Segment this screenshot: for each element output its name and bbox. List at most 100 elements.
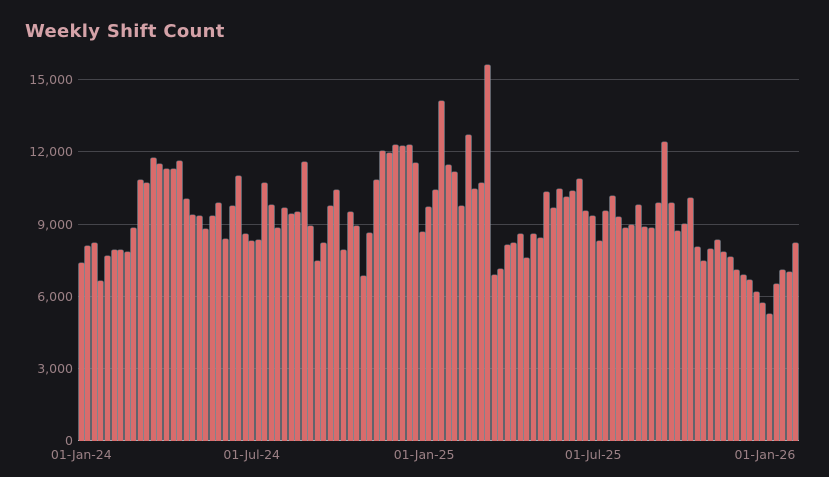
bar-week-103[interactable]	[753, 292, 759, 441]
bar-week-42[interactable]	[354, 225, 360, 441]
bar-week-97[interactable]	[714, 239, 720, 441]
bar-week-19[interactable]	[203, 228, 209, 441]
bar-week-39[interactable]	[334, 190, 340, 441]
bar-week-41[interactable]	[347, 212, 353, 441]
bar-week-26[interactable]	[249, 240, 255, 441]
bar-week-72[interactable]	[550, 207, 556, 441]
bar-week-5[interactable]	[111, 250, 117, 441]
bar-week-78[interactable]	[590, 216, 596, 441]
bar-week-46[interactable]	[380, 150, 386, 441]
bar-week-66[interactable]	[511, 242, 517, 441]
bar-week-24[interactable]	[236, 175, 242, 441]
bar-week-108[interactable]	[786, 272, 792, 441]
bar-week-13[interactable]	[163, 169, 169, 441]
bar-week-67[interactable]	[517, 233, 523, 441]
bar-week-33[interactable]	[295, 212, 301, 441]
bar-week-107[interactable]	[780, 269, 786, 441]
bar-week-52[interactable]	[419, 232, 425, 441]
bar-week-31[interactable]	[281, 207, 287, 441]
bar-week-56[interactable]	[445, 164, 451, 441]
bar-week-3[interactable]	[98, 281, 104, 441]
bar-week-32[interactable]	[288, 213, 294, 441]
bar-week-75[interactable]	[570, 191, 576, 441]
bar-week-28[interactable]	[262, 182, 268, 441]
bar-week-77[interactable]	[583, 211, 589, 441]
bar-week-23[interactable]	[229, 205, 235, 441]
bar-week-70[interactable]	[537, 238, 543, 441]
bar-week-86[interactable]	[642, 227, 648, 441]
bar-week-61[interactable]	[478, 182, 484, 441]
bar-week-1[interactable]	[85, 246, 91, 441]
bar-week-14[interactable]	[170, 168, 176, 441]
bar-week-54[interactable]	[432, 190, 438, 441]
bar-week-58[interactable]	[458, 206, 464, 441]
bar-week-34[interactable]	[301, 162, 307, 441]
bar-week-100[interactable]	[734, 269, 740, 441]
bar-week-12[interactable]	[157, 164, 163, 441]
bar-week-98[interactable]	[721, 252, 727, 441]
bar-week-48[interactable]	[393, 144, 399, 441]
bar-week-55[interactable]	[439, 101, 445, 441]
bar-week-69[interactable]	[531, 233, 537, 441]
bar-week-60[interactable]	[472, 188, 478, 441]
bar-week-90[interactable]	[668, 202, 674, 441]
bar-week-106[interactable]	[773, 283, 779, 441]
bar-week-15[interactable]	[177, 160, 183, 441]
bar-week-35[interactable]	[308, 225, 314, 441]
bar-week-76[interactable]	[576, 179, 582, 441]
bar-week-11[interactable]	[150, 157, 156, 441]
bar-week-74[interactable]	[563, 197, 569, 441]
bar-week-22[interactable]	[222, 239, 228, 441]
bar-week-95[interactable]	[701, 260, 707, 441]
bar-week-10[interactable]	[144, 183, 150, 441]
bar-week-87[interactable]	[649, 227, 655, 441]
bar-week-53[interactable]	[426, 207, 432, 441]
bar-week-20[interactable]	[209, 216, 215, 441]
bar-week-105[interactable]	[767, 314, 772, 441]
bar-week-30[interactable]	[275, 227, 281, 441]
bar-week-91[interactable]	[675, 231, 681, 441]
bar-week-45[interactable]	[373, 180, 379, 441]
bar-week-68[interactable]	[524, 258, 530, 441]
bar-week-18[interactable]	[196, 216, 202, 441]
bar-week-37[interactable]	[321, 242, 327, 441]
bar-week-50[interactable]	[406, 144, 412, 441]
bar-week-2[interactable]	[91, 243, 97, 441]
bar-week-38[interactable]	[327, 205, 333, 441]
bar-week-85[interactable]	[635, 205, 641, 441]
bar-week-82[interactable]	[616, 216, 622, 441]
bar-week-94[interactable]	[694, 247, 700, 441]
bar-week-63[interactable]	[491, 274, 497, 441]
bar-week-4[interactable]	[105, 255, 110, 441]
bar-week-17[interactable]	[190, 215, 196, 441]
bar-week-81[interactable]	[609, 195, 615, 441]
bar-week-21[interactable]	[216, 203, 222, 441]
bar-week-51[interactable]	[413, 162, 419, 441]
bar-week-25[interactable]	[242, 234, 248, 441]
bar-week-40[interactable]	[340, 249, 346, 441]
bar-week-93[interactable]	[688, 197, 694, 441]
bar-week-27[interactable]	[255, 240, 261, 441]
bar-week-65[interactable]	[504, 245, 510, 441]
bar-week-79[interactable]	[596, 241, 602, 441]
bar-week-101[interactable]	[740, 274, 746, 441]
bar-week-57[interactable]	[452, 171, 458, 441]
bar-week-7[interactable]	[124, 252, 130, 441]
bar-week-84[interactable]	[629, 224, 635, 441]
bar-week-83[interactable]	[622, 227, 628, 441]
bar-week-0[interactable]	[78, 263, 84, 441]
bar-week-6[interactable]	[118, 249, 124, 441]
bar-week-109[interactable]	[793, 243, 799, 441]
bar-week-9[interactable]	[137, 179, 143, 441]
bar-week-62[interactable]	[485, 64, 491, 441]
bar-week-71[interactable]	[544, 192, 550, 441]
bar-week-88[interactable]	[655, 202, 661, 441]
bar-week-89[interactable]	[662, 142, 668, 441]
bar-week-59[interactable]	[465, 134, 471, 441]
bar-week-96[interactable]	[708, 248, 713, 441]
bar-week-92[interactable]	[681, 223, 687, 441]
bar-week-104[interactable]	[760, 302, 766, 441]
bar-week-49[interactable]	[399, 145, 405, 441]
bar-week-47[interactable]	[386, 152, 392, 441]
bar-week-44[interactable]	[367, 232, 373, 441]
